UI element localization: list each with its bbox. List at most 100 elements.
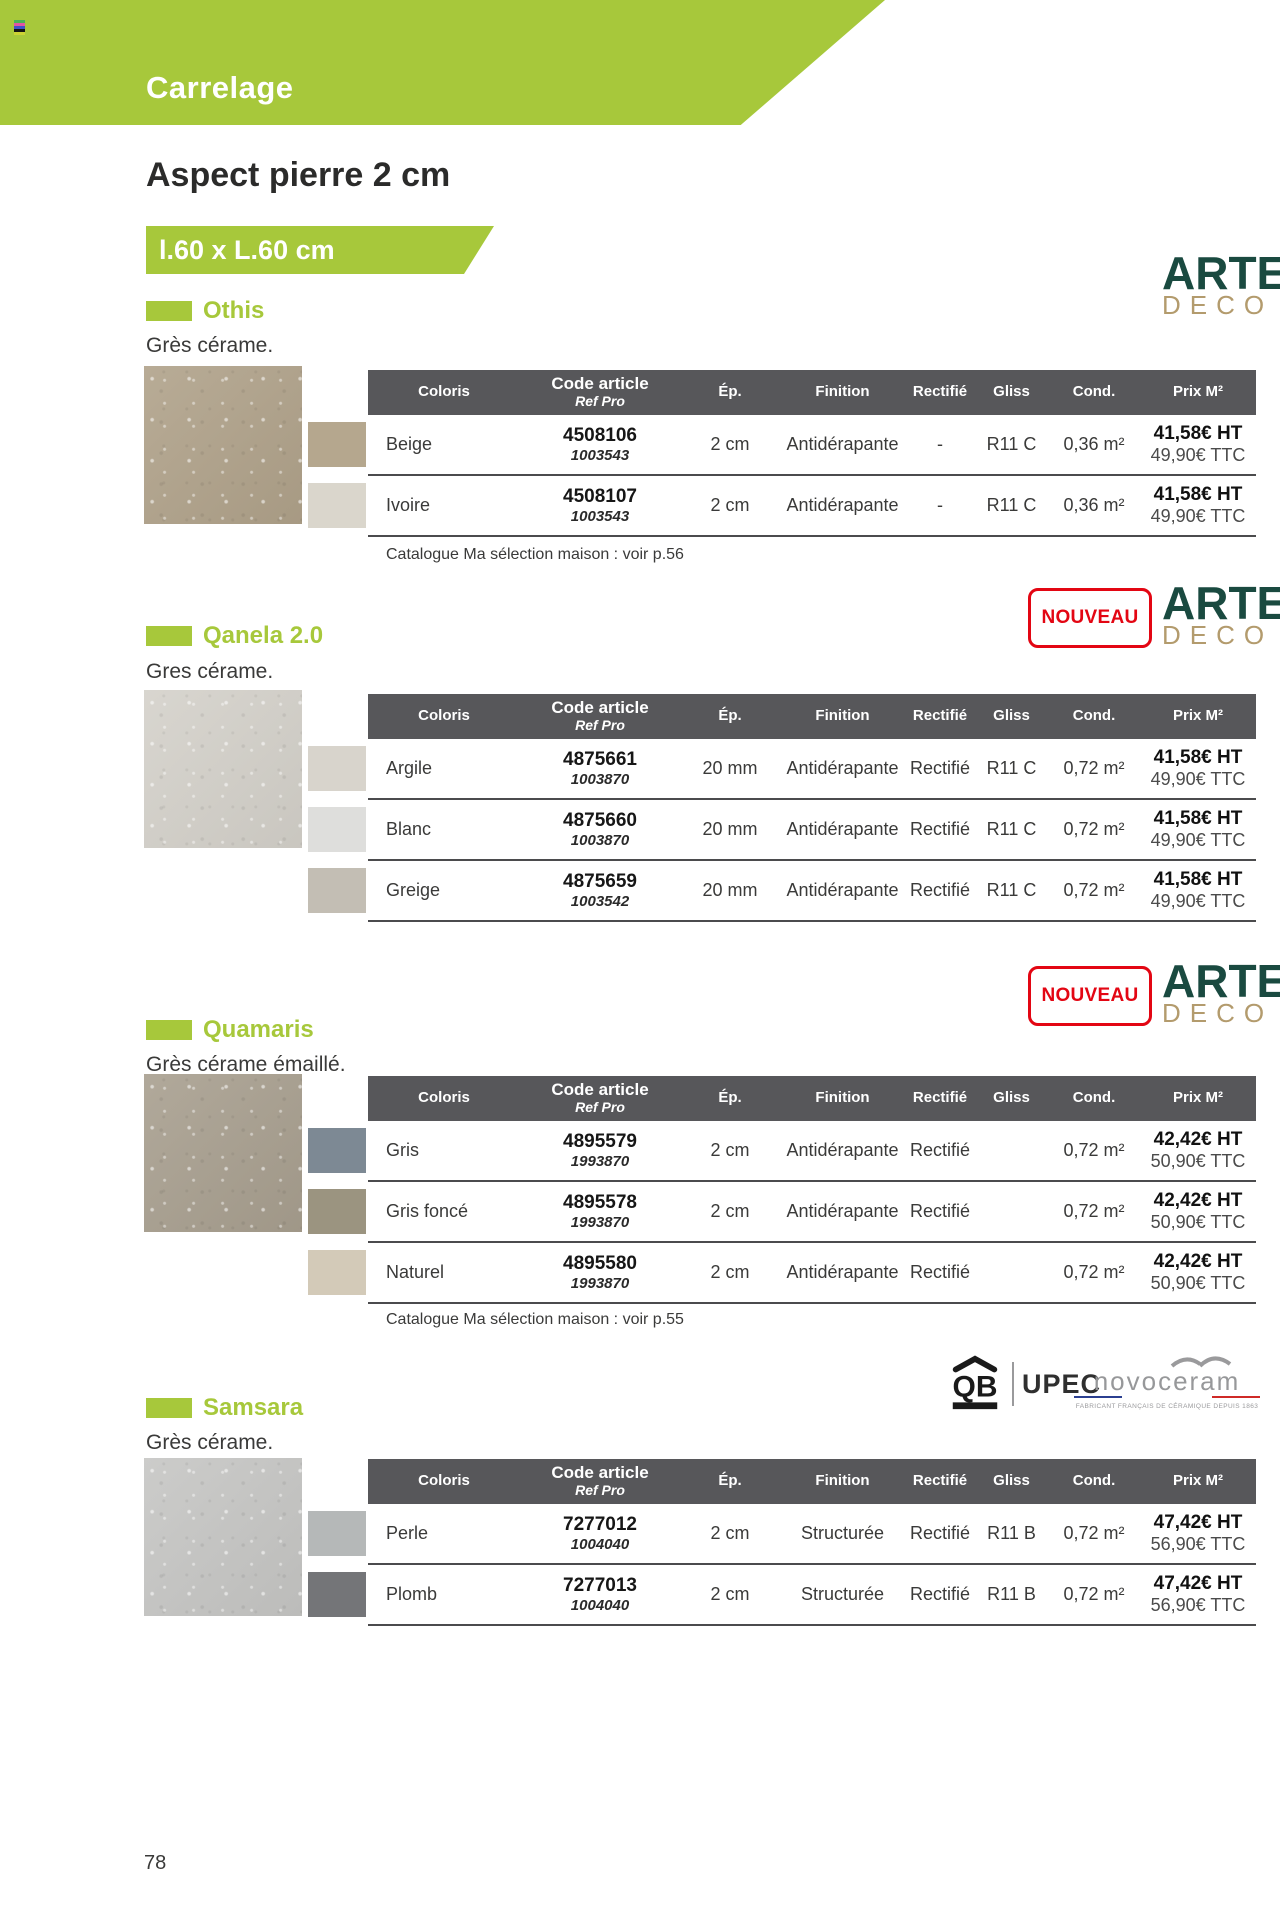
table-row: Blanc 4875660 1003870 20 mm Antidérapant… <box>308 800 1256 861</box>
arte-deco-logo: ARTE DECO <box>1162 955 1280 1028</box>
cell-rectifie: Rectifié <box>909 1262 971 1283</box>
cell-gliss: R11 C <box>986 819 1037 840</box>
cell-prix: 42,42€ HT 50,90€ TTC <box>1150 1251 1246 1294</box>
cell-cond: 0,72 m² <box>1063 819 1125 840</box>
cell-prix: 41,58€ HT 49,90€ TTC <box>1150 423 1246 466</box>
cell-coloris: Perle <box>386 1523 429 1544</box>
table-header-row: Coloris Code article Ref Pro Ép. Finitio… <box>368 370 1256 415</box>
product-table-othis: Coloris Code article Ref Pro Ép. Finitio… <box>308 370 1256 537</box>
cell-finition: Antidérapante <box>786 1140 899 1161</box>
color-swatch <box>308 1189 366 1234</box>
col-header-ep: Ép. <box>718 383 742 401</box>
cell-finition: Antidérapante <box>786 434 899 455</box>
cell-ep: 2 cm <box>710 1140 750 1161</box>
cell-finition: Antidérapante <box>786 1201 899 1222</box>
cell-cond: 0,72 m² <box>1063 880 1125 901</box>
cell-ep: 2 cm <box>710 1201 750 1222</box>
green-bullet <box>146 1398 192 1418</box>
col-header-ep: Ép. <box>718 1472 742 1490</box>
arte-deco-logo: ARTE DECO <box>1162 577 1280 650</box>
table-header-row: Coloris Code article Ref Pro Ép. Finitio… <box>368 1459 1256 1504</box>
product-table-qanela: Coloris Code article Ref Pro Ép. Finitio… <box>308 694 1256 922</box>
cell-finition: Antidérapante <box>786 1262 899 1283</box>
section-subtitle: Grès cérame émaillé. <box>146 1053 346 1076</box>
table-row: Perle 7277012 1004040 2 cm Structurée Re… <box>308 1504 1256 1565</box>
table-row: Argile 4875661 1003870 20 mm Antidérapan… <box>308 739 1256 800</box>
cell-ep: 2 cm <box>710 434 750 455</box>
cell-finition: Antidérapante <box>786 880 899 901</box>
cell-prix: 41,58€ HT 49,90€ TTC <box>1150 808 1246 851</box>
cell-code: 4875659 1003542 <box>563 870 637 910</box>
cell-code: 4875661 1003870 <box>563 748 637 788</box>
green-bullet <box>146 626 192 646</box>
col-header-gliss: Gliss <box>993 707 1030 725</box>
col-header-coloris: Coloris <box>418 383 470 401</box>
qb-icon: QB <box>953 1355 997 1410</box>
cell-coloris: Beige <box>386 434 433 455</box>
col-header-finition: Finition <box>815 383 870 401</box>
cell-gliss: R11 C <box>986 758 1037 779</box>
color-swatch <box>308 422 366 467</box>
nouveau-badge: NOUVEAU <box>1028 966 1152 1026</box>
product-photo-othis <box>144 366 302 524</box>
cell-rectifie: - <box>937 434 943 455</box>
novoceram-underline <box>1072 1396 1262 1399</box>
size-ribbon-label: l.60 x L.60 cm <box>159 234 335 265</box>
color-swatch <box>308 1572 366 1617</box>
product-photo-qanela <box>144 690 302 848</box>
col-header-finition: Finition <box>815 707 870 725</box>
nouveau-badge: NOUVEAU <box>1028 588 1152 648</box>
col-header-coloris: Coloris <box>418 1472 470 1490</box>
col-header-coloris: Coloris <box>418 707 470 725</box>
novoceram-wordmark: novoceram <box>1093 1366 1241 1396</box>
upec-label: UPEC <box>1022 1368 1102 1399</box>
cell-rectifie: Rectifié <box>909 1584 971 1605</box>
catalog-note: Catalogue Ma sélection maison : voir p.5… <box>386 546 684 563</box>
cell-code: 4895578 1993870 <box>563 1191 637 1231</box>
col-header-coloris: Coloris <box>418 1089 470 1107</box>
col-header-code: Code article Ref Pro <box>551 1080 649 1116</box>
table-row: Greige 4875659 1003542 20 mm Antidérapan… <box>308 861 1256 922</box>
cell-coloris: Naturel <box>386 1262 445 1283</box>
cell-code: 4508106 1003543 <box>563 424 637 464</box>
arte-deco-logo: ARTE DECO <box>1162 247 1280 320</box>
cell-code: 7277012 1004040 <box>563 1513 637 1553</box>
novoceram-logo: novoceram FABRICANT FRANÇAIS DE CÉRAMIQU… <box>1072 1352 1262 1410</box>
section-subtitle: Grès cérame. <box>146 1431 274 1454</box>
col-header-rectifie: Rectifié <box>912 1089 968 1107</box>
col-header-cond: Cond. <box>1072 1472 1116 1490</box>
cell-ep: 2 cm <box>710 495 750 516</box>
col-header-cond: Cond. <box>1072 707 1116 725</box>
table-row: Gris foncé 4895578 1993870 2 cm Antidéra… <box>308 1182 1256 1243</box>
col-header-ep: Ép. <box>718 707 742 725</box>
section-subtitle: Grès cérame. <box>146 334 274 357</box>
col-header-finition: Finition <box>815 1089 870 1107</box>
cell-prix: 42,42€ HT 50,90€ TTC <box>1150 1190 1246 1233</box>
table-header-row: Coloris Code article Ref Pro Ép. Finitio… <box>368 694 1256 739</box>
cell-coloris: Greige <box>386 880 441 901</box>
section-heading-qanela: Qanela 2.0 <box>146 622 323 650</box>
cell-code: 4895579 1993870 <box>563 1130 637 1170</box>
page-title: Aspect pierre 2 cm <box>146 156 451 194</box>
section-heading-samsara: Samsara <box>146 1394 303 1422</box>
cell-rectifie: Rectifié <box>909 1140 971 1161</box>
cell-rectifie: - <box>937 495 943 516</box>
table-row: Gris 4895579 1993870 2 cm Antidérapante … <box>308 1121 1256 1182</box>
cell-rectifie: Rectifié <box>909 758 971 779</box>
print-registration-mark-icon <box>14 20 25 35</box>
cell-coloris: Argile <box>386 758 433 779</box>
cell-code: 7277013 1004040 <box>563 1574 637 1614</box>
color-swatch <box>308 1250 366 1295</box>
col-header-gliss: Gliss <box>993 383 1030 401</box>
green-bullet <box>146 301 192 321</box>
cell-prix: 47,42€ HT 56,90€ TTC <box>1150 1512 1246 1555</box>
page-number: 78 <box>144 1852 167 1874</box>
logo-divider <box>1012 1362 1014 1406</box>
cell-coloris: Gris <box>386 1140 419 1161</box>
novoceram-bird-icon <box>1170 1356 1232 1368</box>
top-green-banner <box>0 0 885 125</box>
green-bullet <box>146 1020 192 1040</box>
cell-ep: 20 mm <box>702 880 758 901</box>
cell-gliss: R11 C <box>986 434 1037 455</box>
